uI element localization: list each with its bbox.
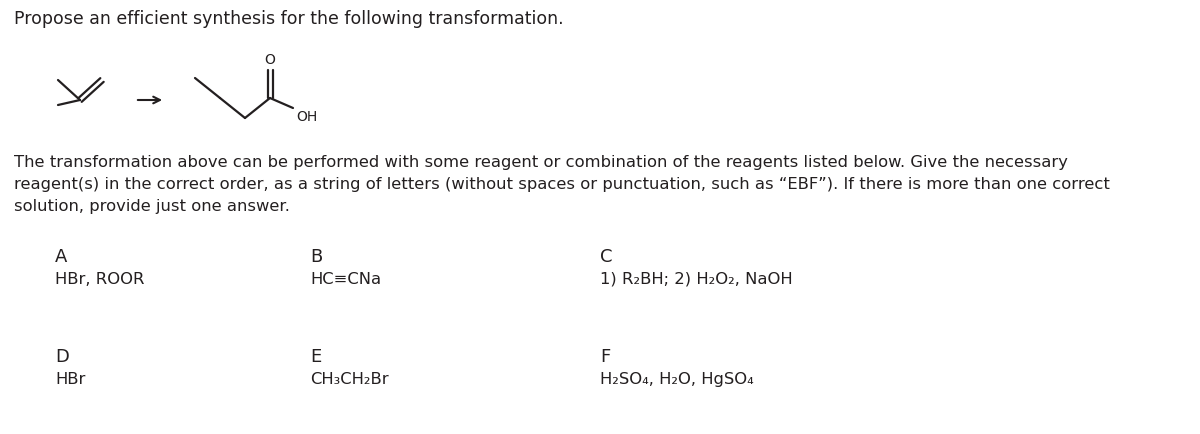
Text: reagent(s) in the correct order, as a string of letters (without spaces or punct: reagent(s) in the correct order, as a st… bbox=[14, 177, 1110, 192]
Text: The transformation above can be performed with some reagent or combination of th: The transformation above can be performe… bbox=[14, 155, 1068, 170]
Text: C: C bbox=[600, 248, 612, 266]
Text: E: E bbox=[310, 348, 322, 366]
Text: 1) R₂BH; 2) H₂O₂, NaOH: 1) R₂BH; 2) H₂O₂, NaOH bbox=[600, 272, 793, 287]
Text: H₂SO₄, H₂O, HgSO₄: H₂SO₄, H₂O, HgSO₄ bbox=[600, 372, 754, 387]
Text: OH: OH bbox=[296, 110, 317, 124]
Text: Propose an efficient synthesis for the following transformation.: Propose an efficient synthesis for the f… bbox=[14, 10, 564, 28]
Text: CH₃CH₂Br: CH₃CH₂Br bbox=[310, 372, 389, 387]
Text: F: F bbox=[600, 348, 611, 366]
Text: B: B bbox=[310, 248, 323, 266]
Text: A: A bbox=[55, 248, 67, 266]
Text: O: O bbox=[264, 53, 276, 67]
Text: solution, provide just one answer.: solution, provide just one answer. bbox=[14, 199, 290, 214]
Text: HBr, ROOR: HBr, ROOR bbox=[55, 272, 144, 287]
Text: HBr: HBr bbox=[55, 372, 85, 387]
Text: HC≡CNa: HC≡CNa bbox=[310, 272, 382, 287]
Text: D: D bbox=[55, 348, 68, 366]
